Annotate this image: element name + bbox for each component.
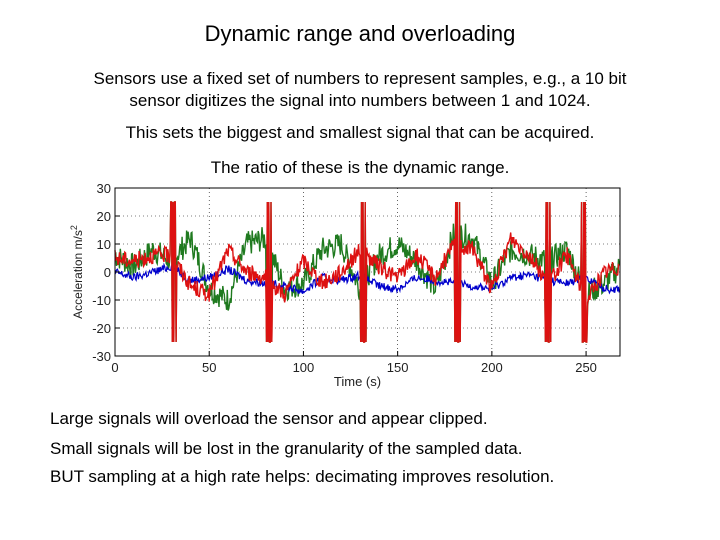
y-axis-label-superscript: 2 [69, 225, 79, 230]
y-tick-label: 0 [104, 265, 111, 280]
x-tick-label: 200 [481, 360, 503, 375]
series-line-2 [114, 201, 620, 343]
x-tick-label: 150 [387, 360, 409, 375]
y-axis-label: Acceleration m/s2 [69, 225, 85, 319]
x-axis-label: Time (s) [334, 374, 381, 389]
dynamic-range-statement: The ratio of these is the dynamic range. [210, 158, 510, 177]
intro-line-2: sensor digitizes the signal into numbers… [129, 91, 591, 110]
x-tick-label: 250 [575, 360, 597, 375]
bullet-decimating: BUT sampling at a high rate helps: decim… [50, 467, 555, 486]
y-tick-label: -20 [92, 321, 111, 336]
bullet-granularity: Small signals will be lost in the granul… [50, 439, 523, 458]
range-statement: This sets the biggest and smallest signa… [125, 123, 595, 142]
intro-line-1: Sensors use a fixed set of numbers to re… [93, 69, 627, 88]
slide-title: Dynamic range and overloading [204, 21, 516, 46]
x-tick-label: 50 [202, 360, 216, 375]
x-tick-label: 0 [111, 360, 118, 375]
y-tick-label: 10 [97, 237, 111, 252]
x-tick-label: 100 [293, 360, 315, 375]
y-tick-label: -30 [92, 349, 111, 364]
y-tick-label: 30 [97, 181, 111, 196]
y-tick-label: 20 [97, 209, 111, 224]
y-tick-label: -10 [92, 293, 111, 308]
bullet-overload: Large signals will overload the sensor a… [50, 409, 488, 428]
intro-paragraph: Sensors use a fixed set of numbers to re… [40, 68, 680, 112]
